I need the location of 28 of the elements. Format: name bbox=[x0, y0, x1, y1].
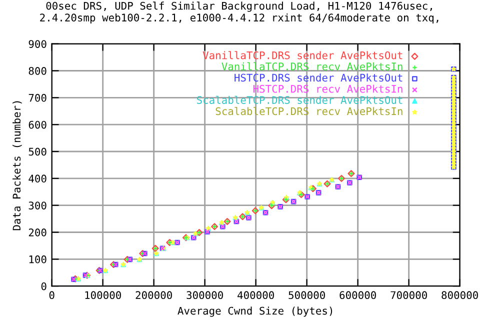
legend-label: ScalableTCP.DRS recv AvePktsIn bbox=[216, 107, 402, 116]
x-tick-label: 100000 bbox=[85, 291, 121, 300]
y-tick-label: 100 bbox=[29, 255, 46, 264]
chart-title: 00sec DRS, UDP Self Similar Background Load, H1-M120 1476usec, 2.4.20smp web100-2.2.1, e1000-4.4.12 rxint 64/64moderate on txq, bbox=[40, 2, 438, 24]
x-tick-label: 200000 bbox=[136, 291, 172, 300]
x-tick-label: 700000 bbox=[390, 291, 427, 300]
x-tick-label: 400000 bbox=[238, 291, 274, 300]
legend-label: VanillaTCP.DRS recv AvePktsIn bbox=[222, 62, 402, 70]
y-tick-label: 800 bbox=[28, 67, 46, 75]
x-tick-label: 500000 bbox=[288, 291, 325, 300]
legend-label: VanillaTCP.DRS sender AvePktsOut bbox=[202, 51, 402, 60]
x-tick-label: 0 bbox=[49, 291, 54, 300]
y-tick-label: 300 bbox=[28, 202, 46, 210]
x-tick-label: 300000 bbox=[186, 291, 223, 300]
y-tick-label: 900 bbox=[28, 40, 46, 48]
x-axis-title: Average Cwnd Size (bytes) bbox=[178, 306, 332, 317]
x-tick-label: 600000 bbox=[340, 291, 376, 300]
legend-label: ScalableTCP.DRS sender AvePktsOut bbox=[197, 96, 402, 104]
y-tick-label: 600 bbox=[28, 120, 46, 129]
legend-label: HSTCP.DRS sender AvePktsOut bbox=[234, 74, 402, 82]
y-tick-label: 500 bbox=[28, 148, 46, 156]
x-tick-label: 800000 bbox=[442, 291, 478, 300]
legend-label: HSTCP.DRS recv AvePktsIn bbox=[253, 84, 402, 93]
y-tick-label: 400 bbox=[28, 174, 46, 183]
y-tick-label: 700 bbox=[28, 94, 46, 102]
y-tick-label: 0 bbox=[41, 282, 46, 290]
y-axis-title: Data Packets (number) bbox=[12, 101, 22, 230]
y-tick-label: 200 bbox=[28, 228, 46, 236]
